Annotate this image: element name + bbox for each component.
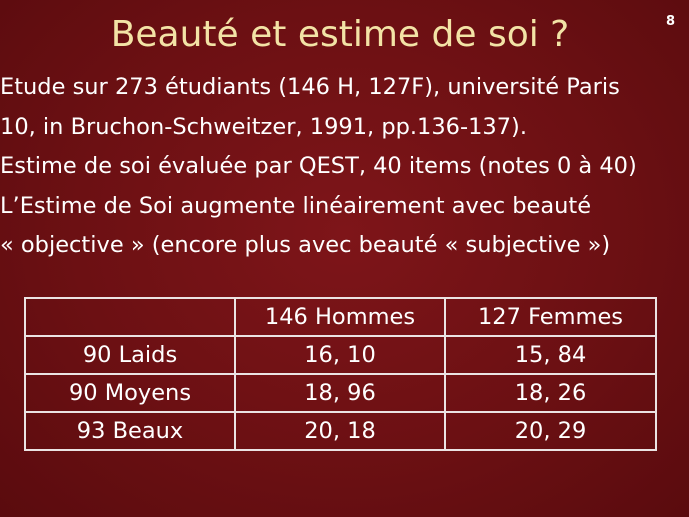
table-row: 90 Laids 16, 10 15, 84: [24, 335, 657, 375]
table-cell: 20, 18: [234, 411, 446, 451]
table-cell: 93 Beaux: [24, 411, 236, 451]
body-line: Estime de soi évaluée par QEST, 40 items…: [0, 153, 637, 179]
body-line: 10, in Bruchon-Schweitzer, 1991, pp.136-…: [0, 113, 527, 140]
table-cell: 16, 10: [234, 335, 446, 375]
body-line: « objective » (encore plus avec beauté «…: [0, 232, 611, 258]
results-table: 146 Hommes 127 Femmes 90 Laids 16, 10 15…: [24, 297, 657, 451]
table-cell: 90 Laids: [24, 335, 236, 375]
table-cell: 90 Moyens: [24, 373, 236, 413]
slide-number: 8: [665, 14, 675, 29]
body-line: L’Estime de Soi augmente linéairement av…: [0, 192, 592, 219]
table-header-cell: 146 Hommes: [234, 297, 446, 337]
table-header-row: 146 Hommes 127 Femmes: [24, 297, 657, 337]
table-header-cell: 127 Femmes: [444, 297, 657, 337]
table-cell: 20, 29: [444, 411, 657, 451]
body-text: Etude sur 273 étudiants (146 H, 127F), u…: [0, 68, 689, 266]
slide-title: Beauté et estime de soi ?: [110, 14, 570, 55]
table-cell: 15, 84: [444, 335, 657, 375]
table-row: 90 Moyens 18, 96 18, 26: [24, 373, 657, 413]
table-row: 93 Beaux 20, 18 20, 29: [24, 411, 657, 451]
table-cell: 18, 26: [444, 373, 657, 413]
table-cell: 18, 96: [234, 373, 446, 413]
table-header-cell: [24, 297, 236, 337]
body-line: Etude sur 273 étudiants (146 H, 127F), u…: [0, 74, 620, 100]
